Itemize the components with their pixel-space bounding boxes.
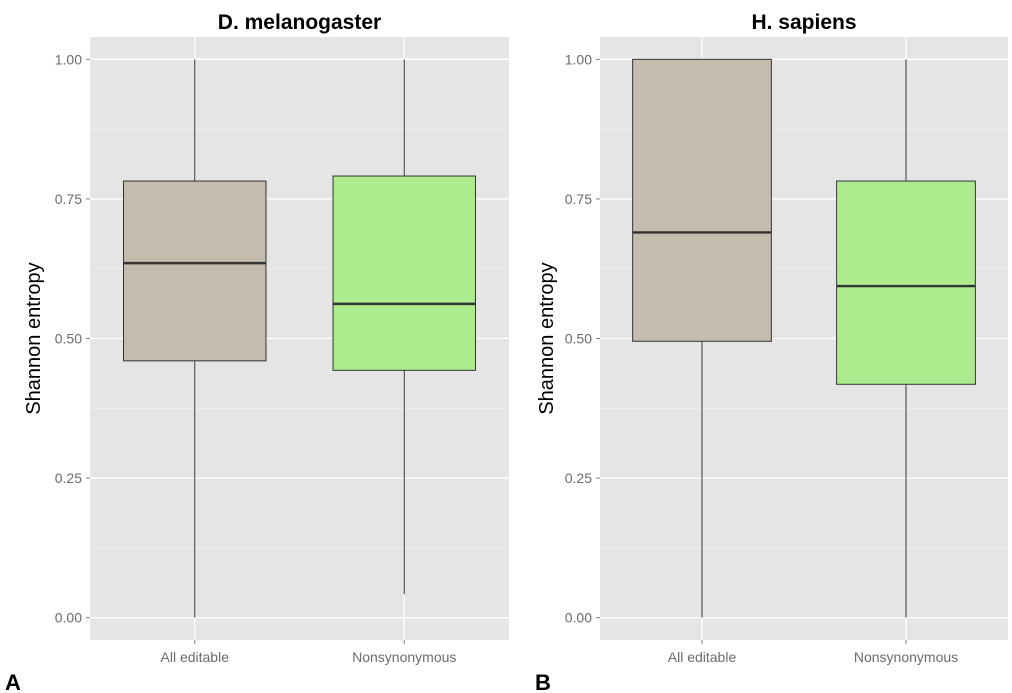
- box-2: [332, 59, 476, 595]
- x-tick-label: All editable: [668, 649, 737, 665]
- y-axis-label: Shannon entropy: [536, 262, 558, 414]
- box-1: [632, 58, 772, 618]
- box-iqr: [332, 175, 476, 371]
- y-tick-label: 0.50: [55, 331, 82, 347]
- y-tick-label: 0.00: [55, 610, 82, 626]
- chart-panel-2: 0.00 0.25 0.50 0.75 1.00 All editable Nonsynon…: [535, 11, 1008, 693]
- x-tick-label: Nonsynonymous: [854, 649, 958, 665]
- y-axis-label: Shannon entropy: [23, 262, 45, 414]
- y-tick-label: 0.25: [565, 470, 592, 486]
- x-tick-label: Nonsynonymous: [352, 649, 456, 665]
- y-tick-label: 0.50: [565, 331, 592, 347]
- box-iqr: [632, 58, 772, 342]
- y-tick-label: 1.00: [55, 51, 82, 67]
- chart-title: D. melanogaster: [218, 11, 381, 34]
- y-tick-label: 1.00: [565, 51, 592, 67]
- box-2: [836, 59, 976, 618]
- x-tick-label: All editable: [161, 649, 230, 665]
- chart-panel-1: 0.00 0.25 0.50 0.75 1.00 All editable Nonsynon…: [5, 11, 509, 693]
- box-iqr: [836, 180, 976, 385]
- box-1: [123, 59, 267, 618]
- chart-title: H. sapiens: [751, 11, 856, 34]
- panel-letter: A: [5, 670, 21, 693]
- y-tick-label: 0.00: [565, 610, 592, 626]
- box-iqr: [123, 180, 267, 362]
- panel-letter: B: [535, 670, 551, 693]
- y-tick-label: 0.75: [55, 191, 82, 207]
- y-tick-label: 0.25: [55, 470, 82, 486]
- y-tick-label: 0.75: [565, 191, 592, 207]
